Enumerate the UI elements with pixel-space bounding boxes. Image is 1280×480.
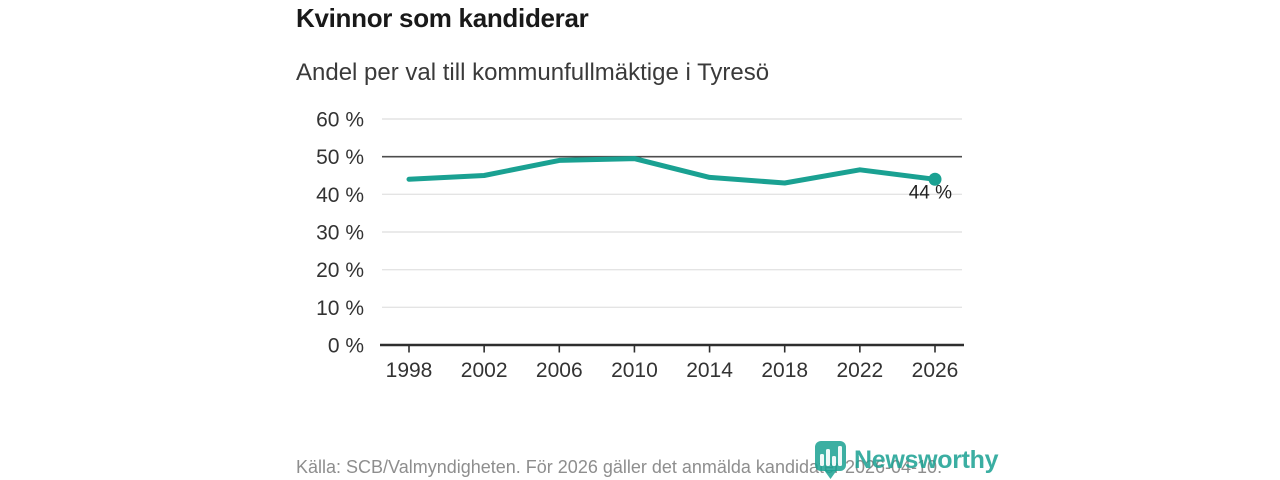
- x-axis-label: 1998: [386, 359, 433, 382]
- chart-content: Kvinnor som kandiderar Andel per val til…: [296, 0, 999, 480]
- x-axis-label: 2010: [611, 359, 658, 382]
- y-axis-label: 0 %: [328, 335, 364, 358]
- y-axis-label: 40 %: [316, 184, 364, 207]
- series-line: [406, 156, 938, 186]
- x-axis-label: 2006: [536, 359, 583, 382]
- x-axis-label: 2014: [686, 359, 733, 382]
- newsworthy-logo: Newsworthy: [813, 440, 999, 480]
- line-chart: 60 % 50 % 40 % 30 % 20 % 10 % 0 % 1998 2002 2006 2…: [316, 109, 964, 382]
- end-point-marker: [928, 172, 942, 186]
- y-axis-label: 50 %: [316, 146, 364, 169]
- x-axis-label: 2022: [836, 359, 883, 382]
- y-axis-label: 10 %: [316, 297, 364, 320]
- end-point-label: 44 %: [909, 182, 952, 203]
- y-axis-label: 30 %: [316, 222, 364, 245]
- x-axis-label: 2002: [461, 359, 508, 382]
- newsworthy-logo-text: Newsworthy: [854, 446, 999, 474]
- x-axis-label: 2026: [912, 359, 959, 382]
- chart-title: Kvinnor som kandiderar: [296, 3, 589, 33]
- source-note: Källa: SCB/Valmyndigheten. För 2026 gäll…: [296, 457, 943, 477]
- y-axis-label: 60 %: [316, 109, 364, 132]
- chart-subtitle: Andel per val till kommunfullmäktige i T…: [296, 59, 770, 86]
- newsworthy-logo-icon: [815, 441, 846, 479]
- x-axis-label: 2018: [761, 359, 808, 382]
- y-axis-label: 20 %: [316, 259, 364, 282]
